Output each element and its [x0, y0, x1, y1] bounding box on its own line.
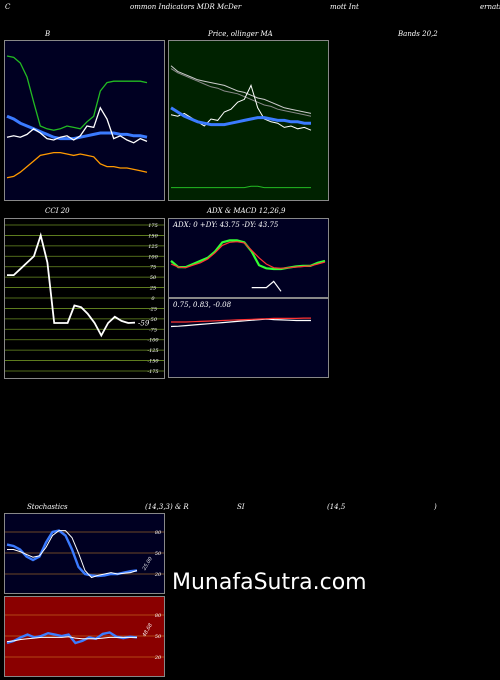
adx-panel: ADX: 0 +DY: 43.75 -DY: 43.75 — [168, 218, 329, 298]
cci-tick-label: -125 — [147, 348, 158, 354]
header-mid2: mott Int — [330, 3, 359, 11]
macd-chart — [170, 317, 311, 328]
rsi-panel: 80 50 20 48.68 — [4, 596, 165, 677]
stoch-params: (14,3,3) & R — [145, 503, 189, 511]
cci-tick-label: -175 — [147, 369, 158, 375]
rsi-tick-label: 50 — [155, 634, 162, 640]
price-ma-ma_b-line — [170, 68, 312, 117]
rsi-tick-label: 80 — [155, 613, 162, 619]
rsi-rsi-line — [6, 631, 138, 645]
rsi-avg-line — [6, 636, 137, 643]
watermark: MunafaSutra.com — [172, 570, 367, 595]
stoch-pct-D-line — [7, 530, 138, 579]
bollinger-mid-line — [6, 114, 148, 141]
cci-tick-label: 175 — [148, 223, 158, 229]
header-left: C — [5, 3, 11, 11]
cci-chart: 175 150 125 100 75 50 25 0 -25 -50 -75 -100 -125 -150… — [5, 223, 164, 375]
price-ma-chart — [170, 65, 312, 189]
stoch-tick-label: 80 — [155, 530, 162, 536]
bollinger-chart — [6, 55, 148, 179]
cci-tick-label: 0 — [151, 296, 155, 302]
rsi-params: (14,5 — [327, 503, 346, 511]
macd-panel: 0.75, 0.83, -0.08 — [168, 298, 329, 378]
rsi-close: ) — [434, 503, 437, 511]
stoch-title: Stochastics — [27, 503, 68, 511]
macd-macd-line — [170, 318, 311, 328]
cci-line — [7, 232, 136, 338]
price-ma-volume-line — [171, 185, 311, 189]
cci-tick-label: -150 — [147, 359, 159, 365]
price-ma-panel — [168, 40, 329, 201]
adx-ADX-line — [251, 280, 282, 292]
bollinger-price-line — [6, 106, 148, 144]
stoch-last-value: 25.00 — [141, 555, 154, 572]
rsi-tick-label: 20 — [154, 655, 162, 661]
rsi-chart: 80 50 20 48.68 — [5, 613, 164, 661]
macd-signal-line — [171, 317, 311, 323]
macd-values: 0.75, 0.83, -0.08 — [173, 301, 232, 309]
stoch-panel: 80 50 20 25.00 — [4, 513, 165, 594]
bands-title: Bands 20,2 — [398, 30, 438, 38]
cci-tick-label: 100 — [148, 254, 158, 260]
header-right: ernation — [480, 3, 500, 11]
header-mid: ommon Indicators MDR McDer — [130, 3, 242, 11]
price-ma-ma_a-line — [170, 65, 312, 114]
price-ma-mid-line — [170, 106, 311, 127]
bollinger-title: B — [45, 30, 51, 38]
cci-tick-label: -100 — [147, 338, 159, 344]
bollinger-panel — [4, 40, 165, 201]
cci-title: CCI 20 — [45, 207, 70, 215]
adx-macd-title: ADX & MACD 12,26,9 — [207, 207, 286, 215]
cci-tick-label: -75 — [149, 327, 157, 333]
cci-last-value: -59 — [138, 320, 150, 328]
stoch-tick-label: 20 — [154, 572, 162, 578]
cci-tick-label: 50 — [150, 275, 157, 281]
cci-tick-label: -25 — [149, 306, 157, 312]
cci-tick-label: 25 — [149, 286, 156, 292]
cci-tick-label: 125 — [148, 244, 158, 250]
adx-chart — [170, 239, 326, 292]
rsi-last-value: 48.68 — [141, 623, 154, 639]
cci-tick-label: -50 — [149, 317, 158, 323]
price-ma-title: Price, ollinger MA — [208, 30, 273, 38]
adx--DI-line — [170, 241, 326, 269]
adx-values: ADX: 0 +DY: 43.75 -DY: 43.75 — [173, 221, 279, 229]
cci-tick-label: 75 — [150, 265, 156, 271]
cci-tick-label: 150 — [148, 233, 158, 239]
rsi-title: SI — [237, 503, 245, 511]
bollinger-upper-line — [6, 55, 148, 131]
bollinger-lower-line — [6, 151, 148, 179]
stoch-tick-label: 50 — [155, 551, 162, 557]
cci-panel: 175 150 125 100 75 50 25 0 -25 -50 -75 -100 -125 -150… — [4, 218, 165, 379]
